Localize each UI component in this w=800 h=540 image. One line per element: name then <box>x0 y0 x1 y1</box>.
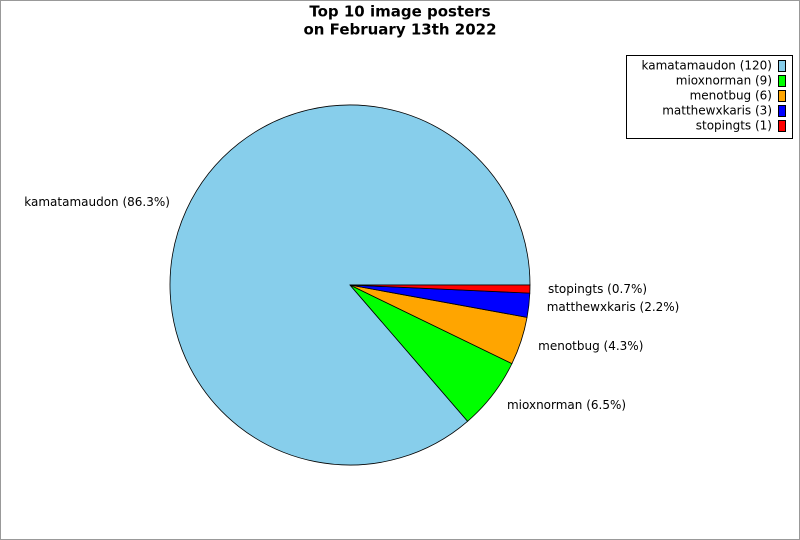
legend-label: matthewxkaris (3) <box>662 104 772 118</box>
legend-swatch <box>778 105 786 117</box>
pie-slice <box>349 284 531 294</box>
legend-label: stopingts (1) <box>696 119 772 133</box>
slice-label: kamatamaudon (86.3%) <box>24 195 170 209</box>
legend-label: kamatamaudon (120) <box>642 59 773 73</box>
legend: kamatamaudon (120)mioxnorman (9)menotbug… <box>626 55 793 139</box>
legend-label: mioxnorman (9) <box>676 74 772 88</box>
legend-label: menotbug (6) <box>690 89 772 103</box>
legend-swatch <box>778 75 786 87</box>
legend-box <box>626 55 793 139</box>
slice-label: matthewxkaris (2.2%) <box>547 300 680 314</box>
legend-swatch <box>778 60 786 72</box>
chart-title: Top 10 image posters <box>309 3 490 21</box>
chart-title: on February 13th 2022 <box>303 21 496 39</box>
legend-swatch <box>778 90 786 102</box>
slice-label: mioxnorman (6.5%) <box>507 398 626 412</box>
slice-label: stopingts (0.7%) <box>548 282 647 296</box>
legend-swatch <box>778 120 786 132</box>
slice-label: menotbug (4.3%) <box>538 339 643 353</box>
